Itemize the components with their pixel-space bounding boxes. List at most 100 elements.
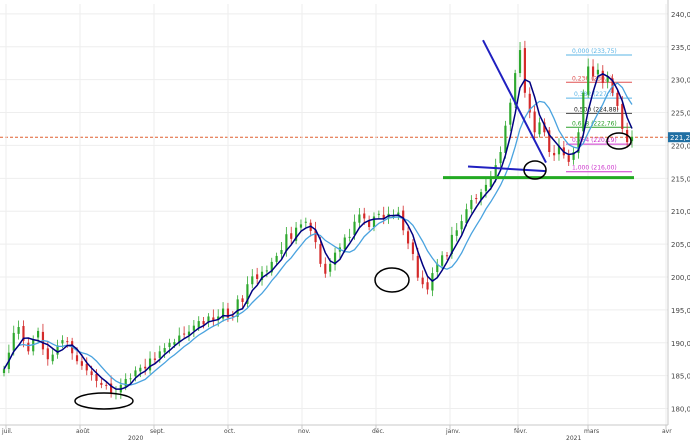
y-tick-label: 215,00 <box>671 175 690 183</box>
x-month-label: déc. <box>372 428 385 435</box>
candle-body <box>392 215 395 217</box>
candle-body <box>56 345 59 355</box>
y-tick-label: 220,00 <box>671 142 690 150</box>
candle-body <box>577 132 580 153</box>
last-price-label: 221,25 <box>670 134 690 142</box>
candle-body <box>358 214 361 223</box>
candle-body <box>460 221 463 230</box>
x-year-label: 2020 <box>128 435 143 442</box>
candle-body <box>509 102 512 125</box>
candle-body <box>630 136 634 142</box>
candle-body <box>363 213 366 219</box>
candle-body <box>450 234 453 254</box>
candle-body <box>275 255 278 262</box>
candle-body <box>591 66 595 77</box>
candle-body <box>217 316 220 321</box>
candle-body <box>221 308 225 319</box>
candle-body <box>124 378 127 387</box>
candle-body <box>192 325 195 331</box>
circle-march-low <box>606 132 632 150</box>
candle-body <box>479 192 483 200</box>
x-month-label: août <box>76 428 90 435</box>
candle-body <box>100 382 103 385</box>
circle-december-low <box>374 267 410 293</box>
candle-body <box>372 216 376 227</box>
candle-body <box>626 129 629 143</box>
candle-body <box>621 103 624 129</box>
candle-body <box>606 76 609 82</box>
candle-body <box>51 354 54 362</box>
candle-body <box>304 221 307 223</box>
candle-body <box>499 152 502 164</box>
grid <box>0 4 668 425</box>
candle-body <box>416 255 419 278</box>
fibonacci-levels: 0,000 (233,75) 0,236 (230,?) 0,382 (227,?)… <box>566 48 632 173</box>
candle-body <box>207 316 210 323</box>
candle-body <box>523 48 526 93</box>
candle-body <box>324 263 327 274</box>
candle-body <box>314 229 317 243</box>
candle-body <box>90 371 93 376</box>
candle-body <box>348 236 351 238</box>
candle-body <box>163 348 166 353</box>
candle-body <box>343 237 346 250</box>
candle-body <box>66 341 69 343</box>
candle-body <box>202 321 205 325</box>
candle-body <box>2 369 6 374</box>
candle-body <box>557 145 561 155</box>
candle-body <box>596 69 600 75</box>
candle-body <box>333 252 337 265</box>
candle-body <box>168 342 171 348</box>
y-tick-label: 180,00 <box>671 406 690 414</box>
candle-body <box>46 348 49 360</box>
candle-body <box>587 66 590 95</box>
fib-level-label: 0,500 (224,88) <box>574 106 619 113</box>
candle-body <box>226 308 230 318</box>
candle-body <box>290 233 293 239</box>
candle-body <box>445 255 449 257</box>
candle-body <box>183 333 186 335</box>
x-month-label: nov. <box>298 428 311 435</box>
x-month-label: avr <box>662 428 672 435</box>
candle-body <box>353 221 356 235</box>
candle-body <box>411 242 415 254</box>
candle-body <box>402 210 405 231</box>
candle-body <box>475 198 478 200</box>
circle-february-low <box>523 160 547 180</box>
candle-body <box>489 178 492 187</box>
y-axis: 180,00 185,00 190,00 195,00 200,00 205,00 210,… <box>667 0 690 443</box>
candle-body <box>236 299 239 317</box>
candle-body <box>455 230 458 236</box>
candles <box>2 40 634 400</box>
candle-body <box>484 184 488 192</box>
candle-body <box>241 298 244 302</box>
last-price-badge <box>668 132 690 143</box>
candle-body <box>514 73 517 105</box>
candle-body <box>280 250 283 254</box>
candle-body <box>299 224 303 228</box>
y-tick-label: 200,00 <box>671 274 690 282</box>
candle-body <box>397 212 400 216</box>
candle-body <box>518 50 522 74</box>
candle-body <box>494 165 497 179</box>
candle-body <box>377 213 380 215</box>
candle-body <box>246 284 249 304</box>
candle-body <box>601 70 604 83</box>
fib-level-label: 0,382 (227,?) <box>574 91 614 98</box>
y-axis-panel <box>668 0 690 443</box>
y-tick-label: 210,00 <box>671 208 690 216</box>
y-tick-label: 195,00 <box>671 307 690 315</box>
candle-body <box>129 378 132 380</box>
candle-body <box>441 255 444 266</box>
candle-body <box>319 244 322 264</box>
y-tick-label: 190,00 <box>671 340 690 348</box>
candle-body <box>256 274 259 279</box>
candle-body <box>153 358 157 360</box>
candle-body <box>533 111 536 133</box>
x-month-label: sept. <box>150 428 165 435</box>
candle-body <box>27 342 30 352</box>
candle-body <box>465 209 468 224</box>
candle-body <box>329 263 332 272</box>
candle-body <box>178 335 181 343</box>
candle-body <box>426 282 429 290</box>
